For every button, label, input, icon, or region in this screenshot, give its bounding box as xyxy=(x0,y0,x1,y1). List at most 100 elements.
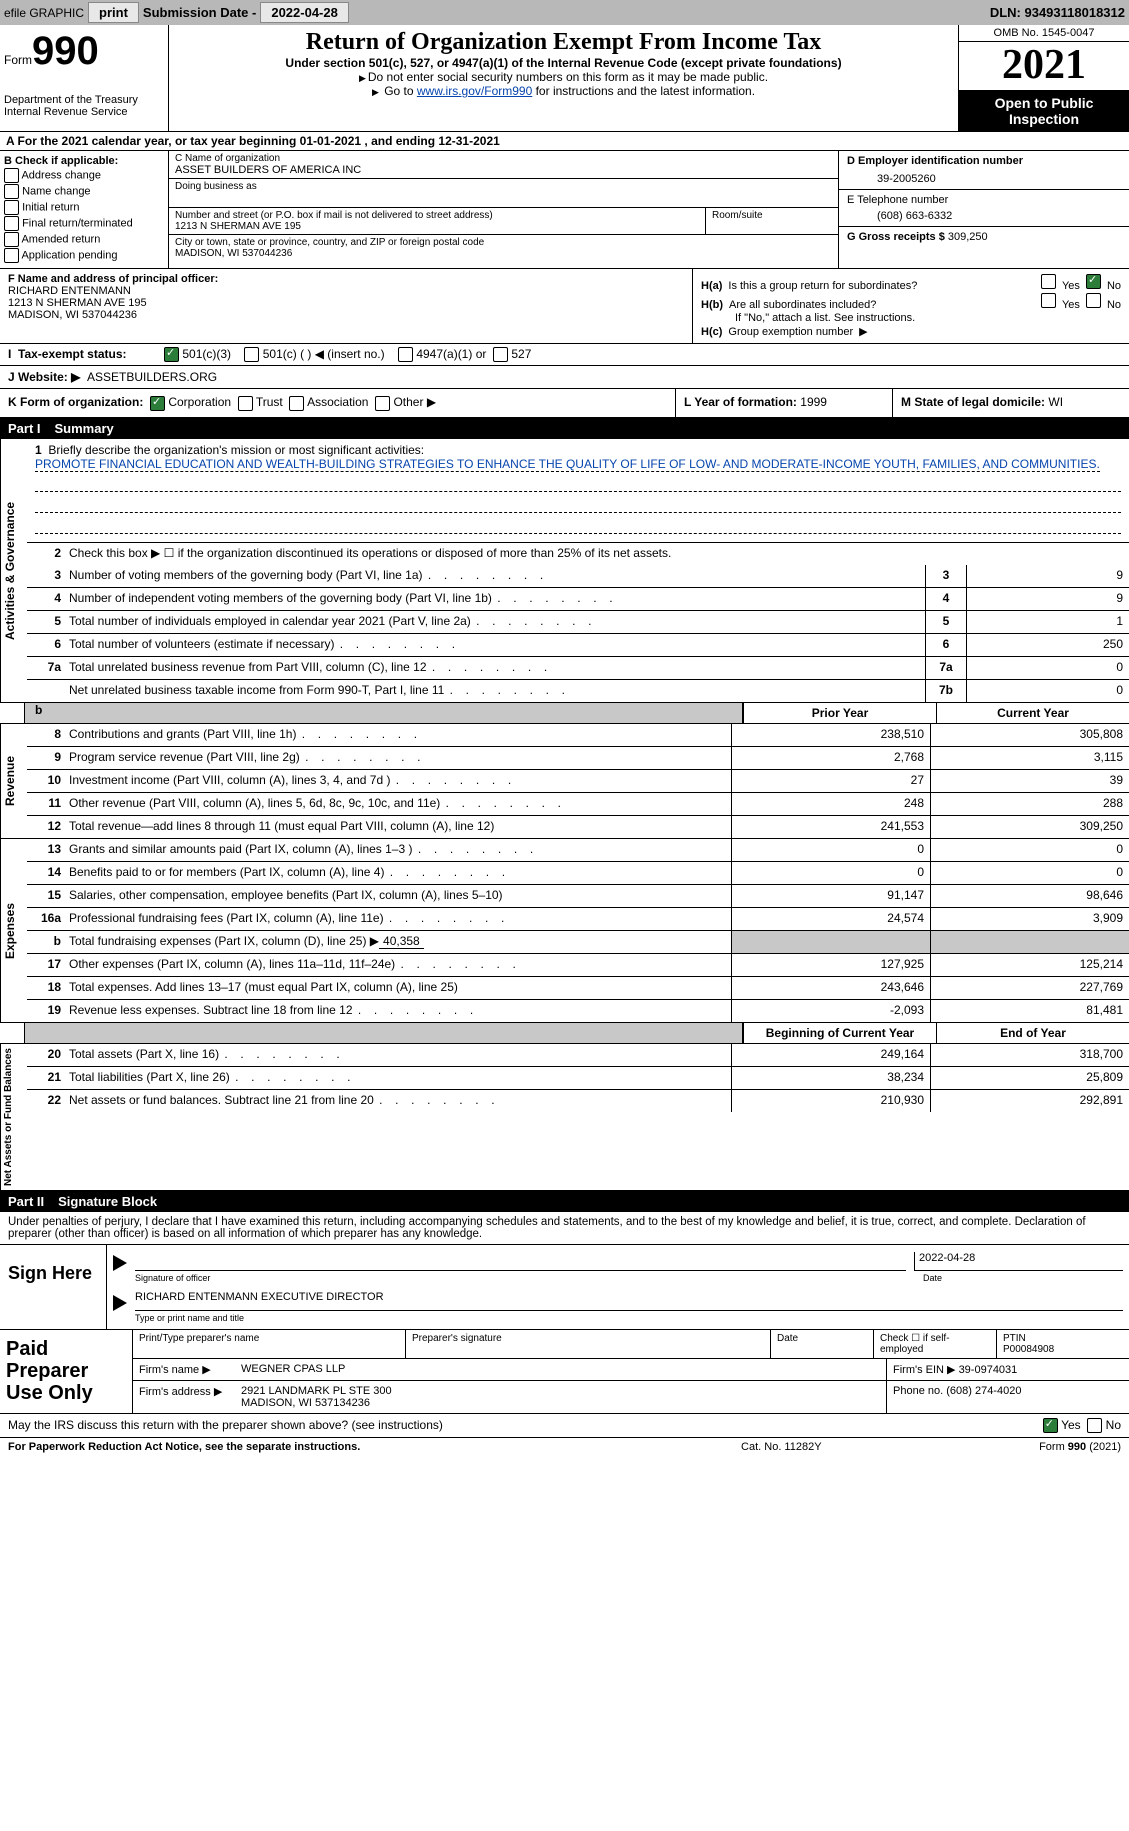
check-amended-return[interactable]: Amended return xyxy=(4,232,164,247)
irs-link[interactable]: www.irs.gov/Form990 xyxy=(417,84,532,98)
page-footer: For Paperwork Reduction Act Notice, see … xyxy=(0,1438,1129,1456)
section-activities-governance: Activities & Governance 1 Briefly descri… xyxy=(0,439,1129,703)
begin-end-header: Beginning of Current Year End of Year xyxy=(0,1023,1129,1044)
sign-here-block: Sign Here 2022-04-28 Signature of office… xyxy=(0,1245,1129,1330)
pointer-icon xyxy=(113,1295,127,1311)
line-16a: Professional fundraising fees (Part IX, … xyxy=(67,908,731,930)
prior-current-header: b Prior Year Current Year xyxy=(0,703,1129,724)
line-7a: Total unrelated business revenue from Pa… xyxy=(67,657,925,679)
check-4947[interactable] xyxy=(398,347,413,362)
check-501c3[interactable] xyxy=(164,347,179,362)
perjury-declaration: Under penalties of perjury, I declare th… xyxy=(0,1212,1129,1245)
discuss-with-preparer: May the IRS discuss this return with the… xyxy=(0,1414,1129,1438)
check-final-return[interactable]: Final return/terminated xyxy=(4,216,164,231)
ha-yes[interactable] xyxy=(1041,274,1056,289)
line-20: Total assets (Part X, line 16) xyxy=(67,1044,731,1066)
subtitle-3: Go to www.irs.gov/Form990 for instructio… xyxy=(175,84,952,98)
line-7b: Net unrelated business taxable income fr… xyxy=(67,680,925,702)
preparer-row-1: Print/Type preparer's name Preparer's si… xyxy=(133,1330,1129,1359)
check-initial-return[interactable]: Initial return xyxy=(4,200,164,215)
side-label-expenses: Expenses xyxy=(0,839,27,1022)
val-7b: 0 xyxy=(966,680,1129,702)
row-f-h: F Name and address of principal officer:… xyxy=(0,269,1129,344)
check-527[interactable] xyxy=(493,347,508,362)
sign-here-label: Sign Here xyxy=(0,1245,107,1329)
discuss-yes[interactable] xyxy=(1043,1418,1058,1433)
row-a-calendar-year: A For the 2021 calendar year, or tax yea… xyxy=(0,132,1129,151)
ein: 39-2005260 xyxy=(847,167,1121,185)
firm-name: WEGNER CPAS LLP xyxy=(235,1359,887,1380)
side-label-revenue: Revenue xyxy=(0,724,27,838)
top-bar: efile GRAPHIC print Submission Date - 20… xyxy=(0,0,1129,25)
telephone: (608) 663-6332 xyxy=(847,206,1121,222)
line-1-mission: 1 Briefly describe the organization's mi… xyxy=(27,439,1129,543)
street-address: 1213 N SHERMAN AVE 195 xyxy=(175,221,699,232)
gross-receipts: 309,250 xyxy=(948,231,988,243)
check-corporation[interactable] xyxy=(150,396,165,411)
val-3: 9 xyxy=(966,565,1129,587)
header-left: Form990 Department of the Treasury Inter… xyxy=(0,25,169,131)
line-9: Program service revenue (Part VIII, line… xyxy=(67,747,731,769)
line-4: Number of independent voting members of … xyxy=(67,588,925,610)
header-right: OMB No. 1545-0047 2021 Open to Public In… xyxy=(958,25,1129,131)
line-15: Salaries, other compensation, employee b… xyxy=(67,885,731,907)
col-d-e-g: D Employer identification number 39-2005… xyxy=(838,151,1129,268)
firm-phone: (608) 274-4020 xyxy=(946,1385,1021,1397)
print-button[interactable]: print xyxy=(88,2,139,23)
section-revenue: Revenue 8Contributions and grants (Part … xyxy=(0,724,1129,839)
val-5: 1 xyxy=(966,611,1129,633)
principal-officer: F Name and address of principal officer:… xyxy=(0,269,693,343)
room-suite: Room/suite xyxy=(706,208,838,234)
paid-preparer-label: Paid Preparer Use Only xyxy=(0,1330,133,1413)
address-street-row: Number and street (or P.O. box if mail i… xyxy=(169,208,838,235)
preparer-row-2: Firm's name ▶ WEGNER CPAS LLP Firm's EIN… xyxy=(133,1359,1129,1381)
part-1-header: Part I Summary xyxy=(0,418,1129,439)
line-5: Total number of individuals employed in … xyxy=(67,611,925,633)
mission-text: PROMOTE FINANCIAL EDUCATION AND WEALTH-B… xyxy=(35,457,1100,472)
org-name: ASSET BUILDERS OF AMERICA INC xyxy=(175,164,832,176)
ha-no[interactable] xyxy=(1086,274,1101,289)
val-7a: 0 xyxy=(966,657,1129,679)
address-city-row: City or town, state or province, country… xyxy=(169,235,838,261)
pointer-icon xyxy=(113,1255,127,1271)
hb-yes[interactable] xyxy=(1041,293,1056,308)
dln-label: DLN: 93493118018312 xyxy=(990,5,1125,20)
check-501c[interactable] xyxy=(244,347,259,362)
line-21: Total liabilities (Part X, line 26) xyxy=(67,1067,731,1089)
line-6: Total number of volunteers (estimate if … xyxy=(67,634,925,656)
col-c-org-info: C Name of organization ASSET BUILDERS OF… xyxy=(169,151,838,268)
check-address-change[interactable]: Address change xyxy=(4,168,164,183)
part-2-header: Part II Signature Block xyxy=(0,1191,1129,1212)
paid-preparer-block: Paid Preparer Use Only Print/Type prepar… xyxy=(0,1330,1129,1414)
line-18: Total expenses. Add lines 13–17 (must eq… xyxy=(67,977,731,999)
state-domicile: WI xyxy=(1048,395,1063,409)
officer-name-title: RICHARD ENTENMANN EXECUTIVE DIRECTOR xyxy=(135,1291,1123,1311)
firm-address: 2921 LANDMARK PL STE 300 MADISON, WI 537… xyxy=(235,1381,887,1413)
discuss-no[interactable] xyxy=(1087,1418,1102,1433)
submission-label: Submission Date - xyxy=(143,5,256,20)
check-trust[interactable] xyxy=(238,396,253,411)
line-11: Other revenue (Part VIII, column (A), li… xyxy=(67,793,731,815)
year-formation: 1999 xyxy=(800,395,827,409)
website: ASSETBUILDERS.ORG xyxy=(87,370,217,384)
org-name-block: C Name of organization ASSET BUILDERS OF… xyxy=(169,151,838,179)
subtitle-1: Under section 501(c), 527, or 4947(a)(1)… xyxy=(175,56,952,70)
hb-no[interactable] xyxy=(1086,293,1101,308)
row-j-website: J Website: ▶ ASSETBUILDERS.ORG xyxy=(0,366,1129,389)
row-i-tax-status: I Tax-exempt status: 501(c)(3) 501(c) ( … xyxy=(0,344,1129,366)
line-22: Net assets or fund balances. Subtract li… xyxy=(67,1090,731,1112)
check-other[interactable] xyxy=(375,396,390,411)
subtitle-2: Do not enter social security numbers on … xyxy=(175,70,952,84)
group-return: H(a) Is this a group return for subordin… xyxy=(693,269,1129,343)
omb-number: OMB No. 1545-0047 xyxy=(959,25,1129,42)
submission-date: 2022-04-28 xyxy=(260,2,349,23)
check-name-change[interactable]: Name change xyxy=(4,184,164,199)
val-6: 250 xyxy=(966,634,1129,656)
check-association[interactable] xyxy=(289,396,304,411)
signature-date: 2022-04-28 xyxy=(914,1252,1123,1271)
signature-officer-line[interactable] xyxy=(135,1251,906,1271)
val-4: 9 xyxy=(966,588,1129,610)
dept-treasury: Department of the Treasury Internal Reve… xyxy=(4,94,164,118)
check-application-pending[interactable]: Application pending xyxy=(4,248,164,263)
line-19: Revenue less expenses. Subtract line 18 … xyxy=(67,1000,731,1022)
